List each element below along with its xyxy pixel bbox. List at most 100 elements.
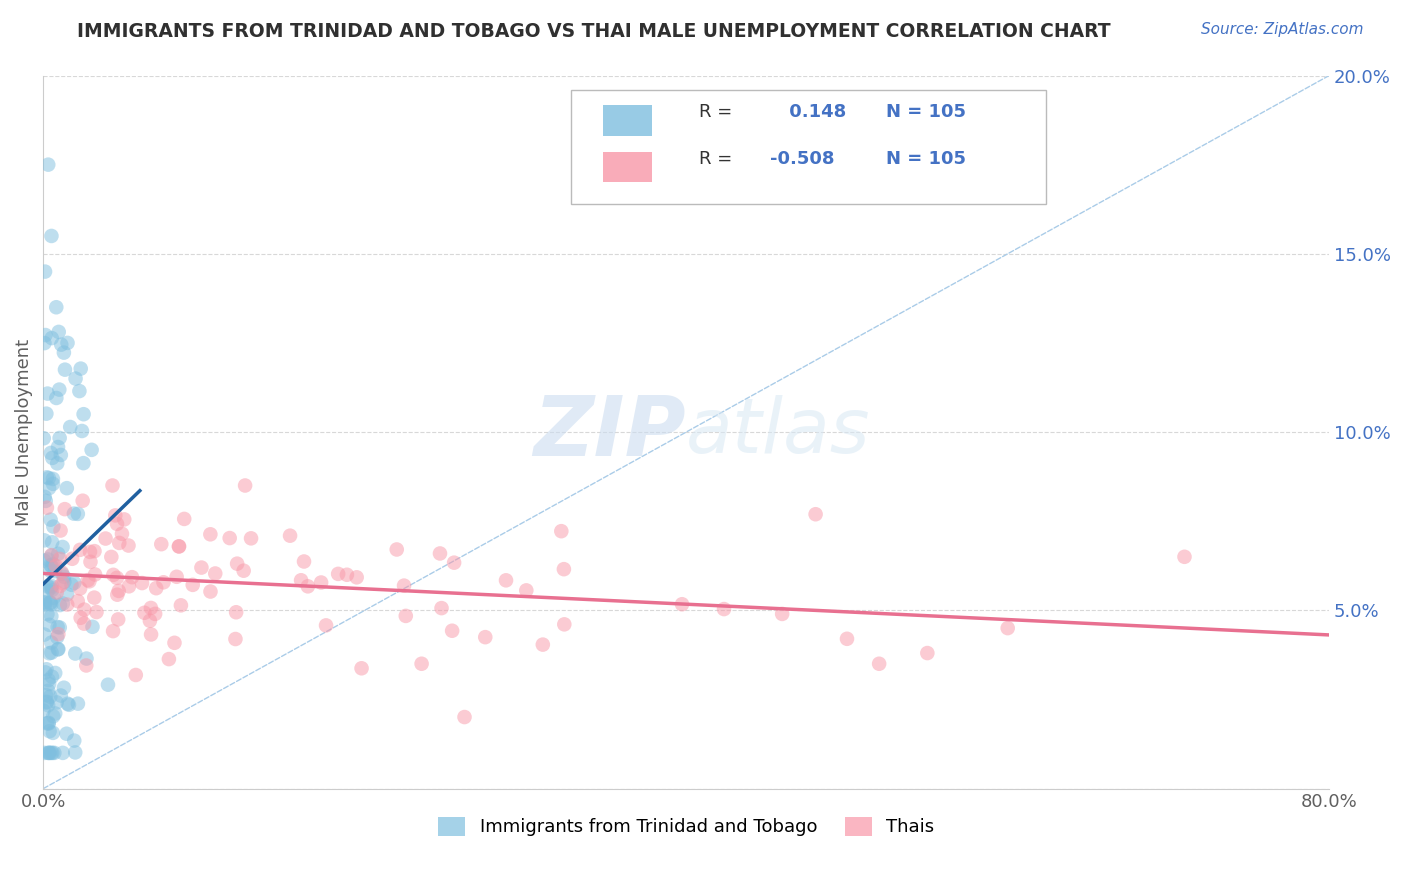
Point: [166, 570, 188, 584]
Point: [39, 690, 62, 704]
Point: [34, 665, 56, 680]
Point: [395, 608, 418, 623]
Point: [232, 564, 254, 578]
Point: [44, 706, 66, 721]
Point: [39, 596, 62, 610]
Point: [152, 575, 174, 590]
Point: [336, 567, 359, 582]
Point: [49, 448, 72, 462]
Point: [66, 697, 89, 711]
Point: [38, 715, 60, 730]
Point: [37, 683, 59, 698]
Point: [38, 677, 60, 691]
Point: [48, 325, 70, 339]
Point: [139, 614, 162, 628]
Point: [79, 545, 101, 559]
Point: [70, 424, 93, 438]
Point: [103, 567, 125, 582]
Point: [240, 532, 263, 546]
Point: [69, 582, 91, 596]
Point: [41, 549, 63, 563]
Point: [42, 472, 65, 486]
Point: [37, 673, 59, 687]
Point: [34, 627, 56, 641]
Point: [76, 573, 98, 587]
Point: [105, 588, 128, 602]
Point: [76, 651, 98, 665]
Point: [39, 596, 62, 610]
Point: [38, 746, 60, 760]
Point: [58, 698, 80, 712]
Point: [48, 620, 70, 634]
Point: [65, 647, 87, 661]
Point: [34, 746, 56, 760]
Point: [56, 697, 79, 711]
Point: [35, 688, 58, 702]
Point: [51, 337, 73, 351]
Point: [38, 471, 60, 485]
Point: [56, 481, 79, 495]
Point: [45, 585, 67, 599]
Point: [69, 611, 91, 625]
Point: [39, 558, 62, 573]
Point: [45, 391, 67, 405]
Point: [38, 618, 60, 632]
Point: [35, 695, 58, 709]
Point: [41, 579, 63, 593]
Point: [48, 642, 70, 657]
Point: [315, 618, 337, 632]
Point: [34, 598, 56, 612]
Point: [38, 481, 60, 495]
Point: [83, 591, 105, 605]
Point: [41, 331, 63, 345]
Point: [32, 431, 55, 445]
Point: [37, 158, 59, 172]
Point: [63, 733, 86, 747]
Point: [72, 493, 94, 508]
Point: [134, 606, 156, 620]
Point: [32, 595, 55, 609]
Point: [101, 624, 124, 639]
Point: [45, 695, 67, 709]
Point: [443, 556, 465, 570]
Point: [44, 746, 66, 760]
Point: [42, 709, 65, 723]
Point: [84, 567, 107, 582]
Point: [52, 746, 75, 760]
Point: [474, 630, 496, 644]
Point: [145, 581, 167, 595]
Text: N = 105: N = 105: [886, 103, 966, 121]
Point: [48, 383, 70, 397]
Point: [37, 579, 59, 593]
Point: [41, 535, 63, 549]
Point: [34, 596, 56, 610]
Point: [52, 597, 75, 611]
Text: N = 105: N = 105: [886, 150, 966, 168]
Point: [41, 582, 63, 597]
Point: [125, 668, 148, 682]
Point: [39, 581, 62, 595]
Point: [107, 583, 129, 598]
Point: [41, 670, 63, 684]
Point: [200, 584, 222, 599]
Point: [34, 490, 56, 504]
Point: [411, 657, 433, 671]
Point: [83, 544, 105, 558]
Text: R =: R =: [699, 150, 733, 168]
Point: [104, 508, 127, 523]
Point: [37, 386, 59, 401]
Point: [37, 746, 59, 760]
Point: [55, 727, 77, 741]
Point: [39, 746, 62, 760]
Point: [48, 431, 70, 445]
Point: [34, 533, 56, 548]
Point: [143, 607, 166, 621]
Point: [453, 710, 475, 724]
Point: [46, 630, 69, 644]
Text: ZIP: ZIP: [534, 392, 686, 473]
Point: [34, 336, 56, 351]
Point: [200, 527, 222, 541]
Text: atlas: atlas: [686, 395, 870, 469]
Point: [38, 716, 60, 731]
Point: [72, 407, 94, 421]
